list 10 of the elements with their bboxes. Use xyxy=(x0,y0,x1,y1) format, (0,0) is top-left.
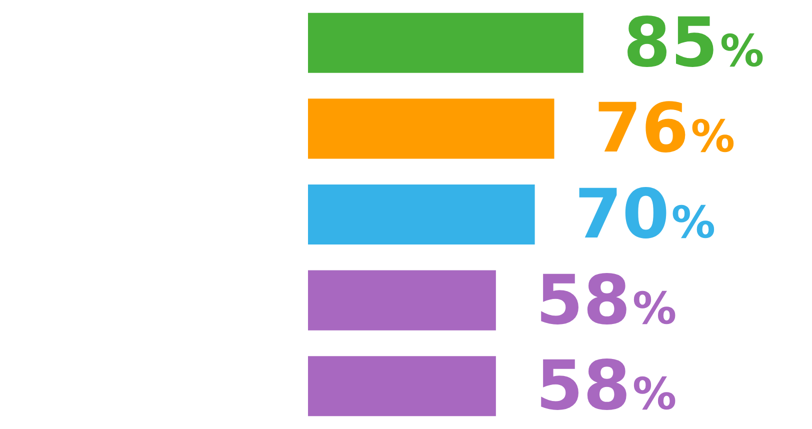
data-label: 58% xyxy=(536,261,677,340)
data-label: 76% xyxy=(594,90,735,169)
bar xyxy=(308,270,496,330)
bar xyxy=(308,184,535,245)
data-label: 85% xyxy=(623,4,764,83)
bar xyxy=(308,356,496,416)
data-label: 58% xyxy=(536,347,677,426)
bar xyxy=(308,98,554,159)
data-label: 70% xyxy=(574,176,716,254)
bar xyxy=(308,12,584,73)
